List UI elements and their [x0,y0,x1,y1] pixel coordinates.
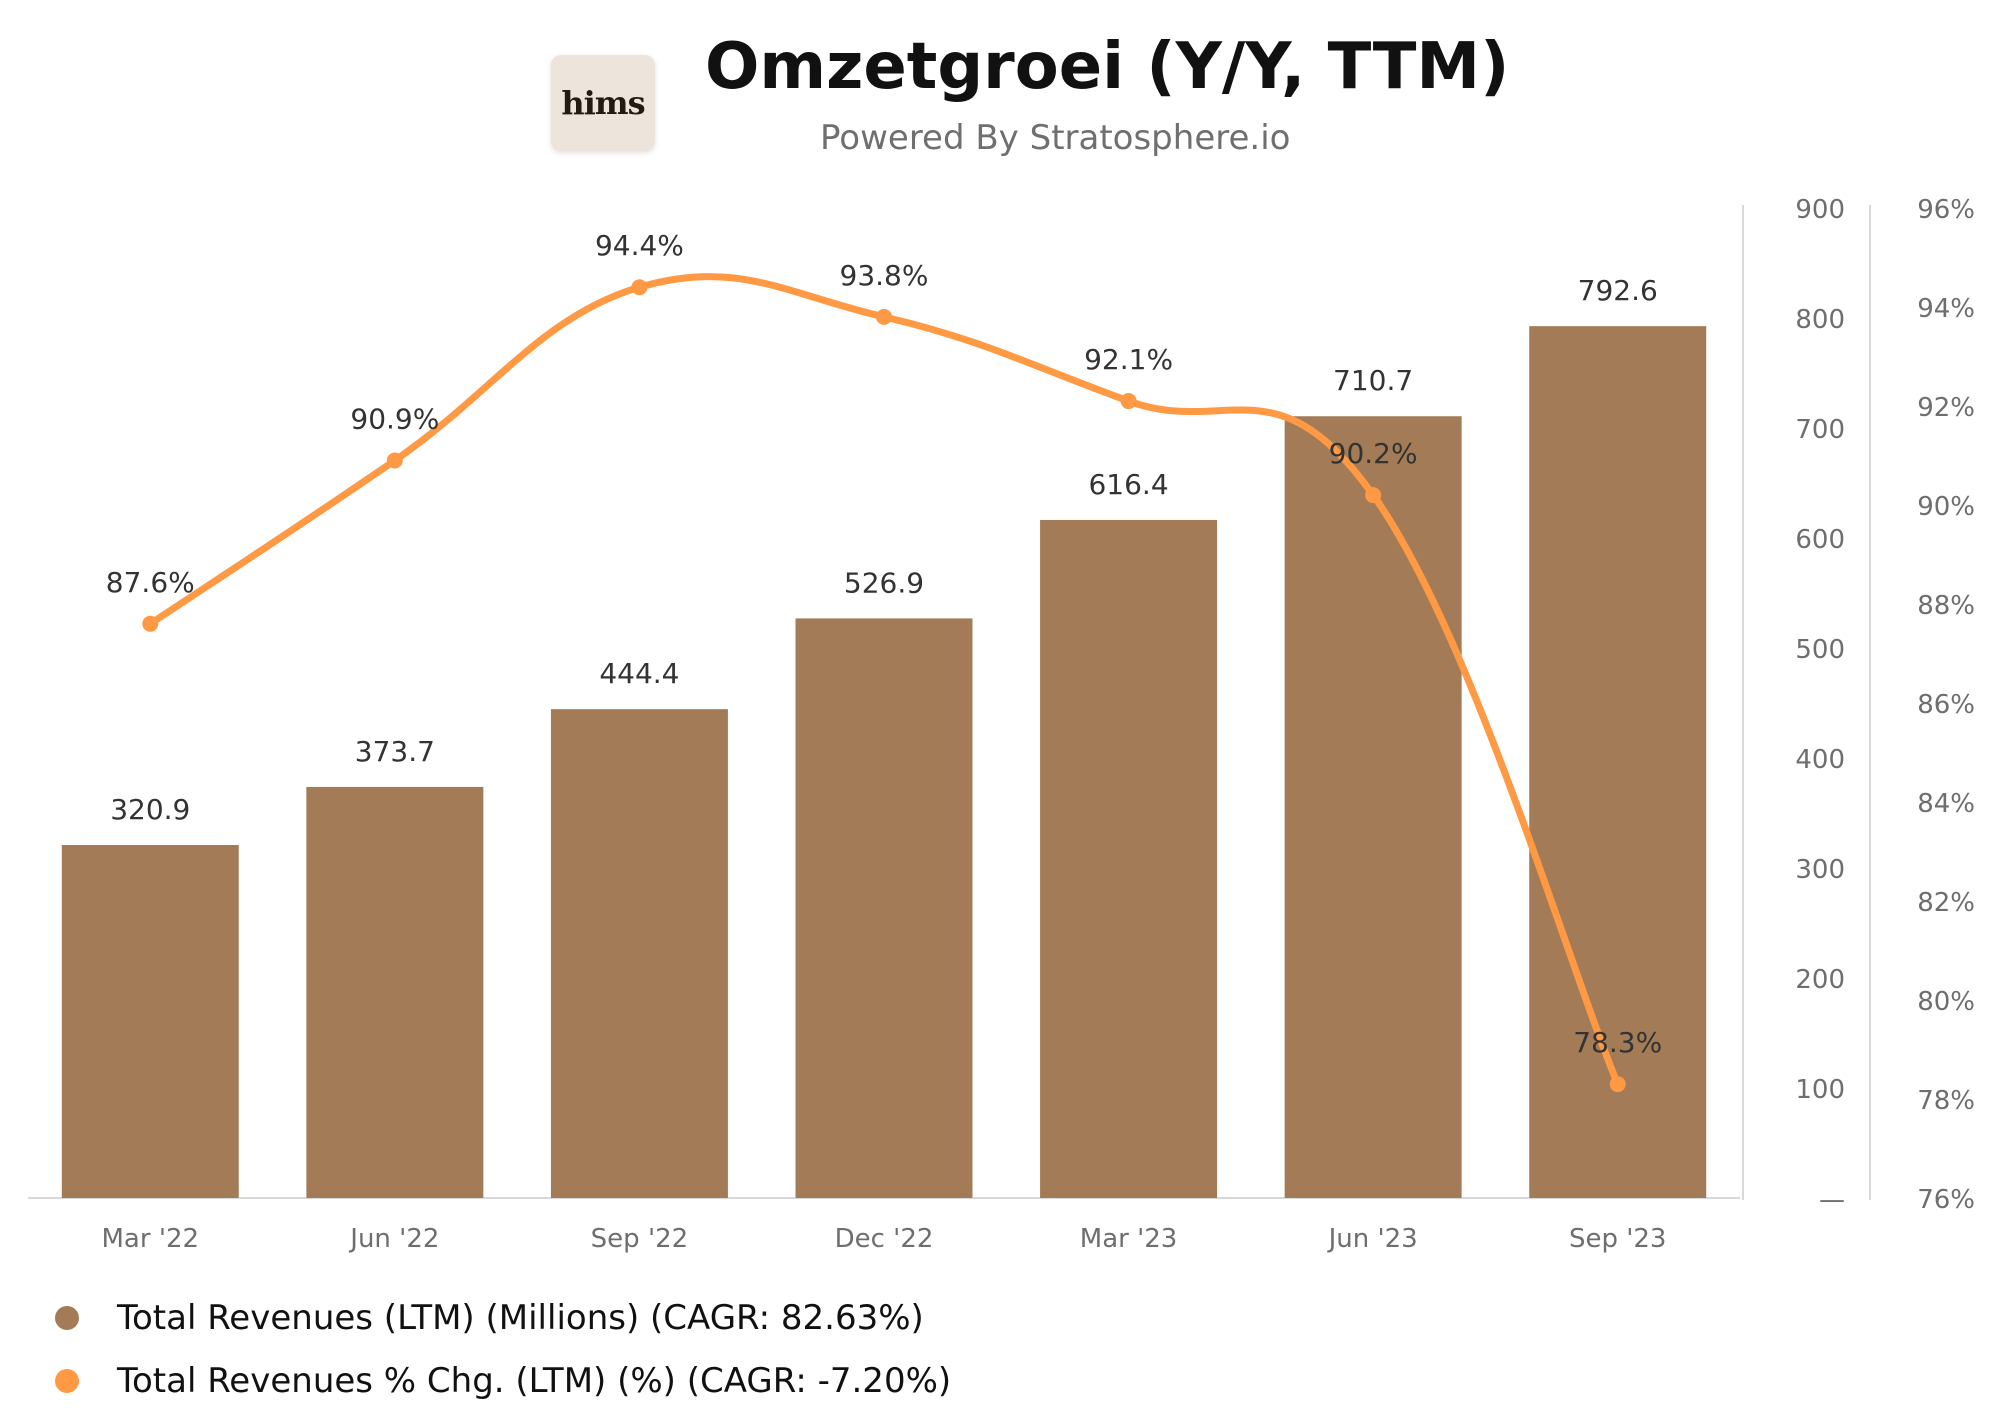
legend-item-revenue[interactable]: Total Revenues (LTM) (Millions) (CAGR: 8… [55,1298,924,1338]
line-label-5: 90.2% [1329,437,1418,470]
bar-5 [1284,416,1462,1199]
legend-item-revenue-change[interactable]: Total Revenues % Chg. (LTM) (%) (CAGR: -… [55,1361,951,1401]
x-tick-label-4: Mar '23 [1080,1224,1178,1254]
bar-0 [61,845,239,1198]
left-axis-tick-1: 100 [1795,1075,1845,1105]
line-point-3 [876,308,892,325]
right-axis-tick-6: 88% [1917,591,1975,621]
chart-title: Omzetgroei (Y/Y, TTM) [705,30,1510,104]
line-point-1 [386,452,403,469]
legend-label-revenue-change: Total Revenues % Chg. (LTM) (%) (CAGR: -… [117,1361,952,1401]
right-axis-tick-4: 84% [1917,789,1975,819]
line-point-2 [631,279,648,296]
x-tick-label-6: Sep '23 [1569,1224,1667,1254]
x-tick-label-0: Mar '22 [102,1224,200,1254]
right-axis-tick-1: 78% [1917,1086,1975,1116]
bar-3 [795,618,973,1198]
bar-1 [306,786,484,1198]
company-logo: hims [551,55,655,151]
line-label-1: 90.9% [350,402,439,435]
right-axis-tick-5: 86% [1917,690,1975,720]
logo-text: hims [561,84,645,122]
bar-label-6: 792.6 [1578,274,1658,307]
legend-swatch-revenue-change [55,1369,79,1393]
right-axis-tick-3: 82% [1917,888,1975,918]
right-axis-tick-9: 94% [1917,294,1975,324]
line-point-0 [142,615,159,632]
bar-label-1: 373.7 [355,735,435,768]
bar-label-5: 710.7 [1333,364,1413,397]
left-axis-tick-3: 300 [1795,855,1845,885]
x-tick-label-3: Dec '22 [835,1224,934,1254]
left-axis-tick-2: 200 [1795,965,1845,995]
right-axis-tick-7: 90% [1917,492,1975,522]
line-label-3: 93.8% [840,259,929,292]
right-axis-tick-10: 96% [1917,195,1975,225]
line-point-4 [1120,393,1137,410]
line-point-6 [1609,1076,1626,1093]
left-axis-tick-8: 800 [1795,305,1845,335]
bar-label-2: 444.4 [599,657,679,690]
bar-label-3: 526.9 [844,566,924,599]
legend-swatch-revenue [55,1306,79,1330]
bar-4 [1040,519,1218,1198]
x-tick-label-5: Jun '23 [1327,1224,1418,1254]
bar-6 [1529,326,1707,1198]
left-axis-tick-5: 500 [1795,635,1845,665]
bar-label-0: 320.9 [110,793,190,826]
x-tick-label-2: Sep '22 [591,1224,689,1254]
chart-subtitle: Powered By Stratosphere.io [820,118,1291,158]
bar-2 [550,709,728,1198]
line-point-5 [1365,487,1382,504]
left-axis-tick-7: 700 [1795,415,1845,445]
right-axis-tick-2: 80% [1917,987,1975,1017]
left-axis-tick-0: — [1819,1185,1845,1215]
left-axis-tick-6: 600 [1795,525,1845,555]
legend-label-revenue: Total Revenues (LTM) (Millions) (CAGR: 8… [117,1298,924,1338]
x-tick-label-1: Jun '22 [348,1224,439,1254]
bar-label-4: 616.4 [1088,468,1168,501]
right-axis-tick-0: 76% [1917,1185,1975,1215]
left-axis-tick-4: 400 [1795,745,1845,775]
right-axis-tick-8: 92% [1917,393,1975,423]
line-label-0: 87.6% [106,566,195,599]
line-label-2: 94.4% [595,229,684,262]
line-label-4: 92.1% [1084,343,1173,376]
left-axis-tick-9: 900 [1795,195,1845,225]
line-label-6: 78.3% [1573,1026,1662,1059]
